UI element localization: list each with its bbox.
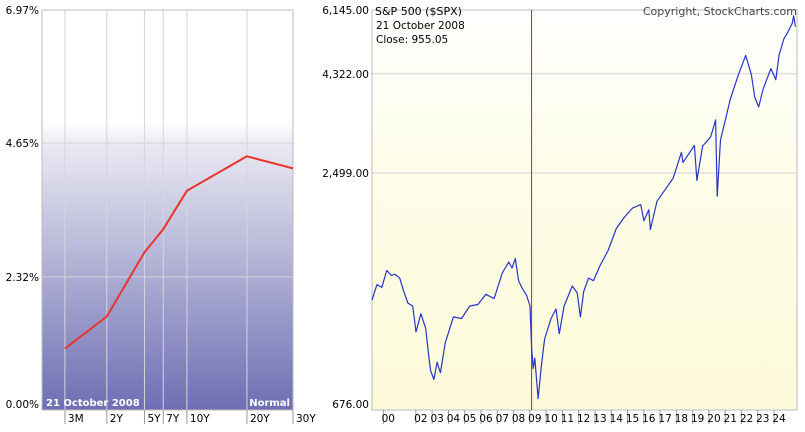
spx-x-tick-label: 15 <box>626 413 639 425</box>
spx-x-tick-label: 02 <box>414 413 427 425</box>
spx-x-tick-label: 19 <box>691 413 704 425</box>
spx-x-tick-label: 21 <box>724 413 737 425</box>
spx-x-tick-labels: 00 02 03 04 05 06 07 08 09 10 11 12 13 14 15 16 17 18 19 20… <box>382 410 786 425</box>
spx-x-tick-label: 13 <box>593 413 606 425</box>
spx-x-tick-label: 11 <box>561 413 574 425</box>
spx-x-tick-label: 00 <box>382 413 395 425</box>
yield-x-tick-label: 2Y <box>110 413 124 425</box>
spx-x-tick-label: 16 <box>642 413 656 425</box>
yield-y-tick-label: 4.65% <box>6 138 39 150</box>
yield-y-tick-label: 2.32% <box>6 272 39 284</box>
spx-x-tick-label: 22 <box>740 413 753 425</box>
spx-x-tick-label: 06 <box>479 413 493 425</box>
yield-curve-line <box>64 155 294 350</box>
spx-x-tick-label: 14 <box>610 413 624 425</box>
yield-frame <box>41 9 294 411</box>
spx-x-tick-label: 12 <box>577 413 590 425</box>
yield-x-tick-labels: 3M 2Y 5Y 7Y 10Y 20Y 30Y <box>64 410 316 425</box>
yield-y-tick-labels: 0.00% 2.32% 4.65% 6.97% <box>6 5 39 411</box>
spx-x-tick-label: 07 <box>496 413 509 425</box>
yield-curve-chart: 0.00% 2.32% 4.65% 6.97% 3M 2Y 5Y 7Y 10Y 20Y 30Y 2… <box>6 5 317 425</box>
spx-price-line <box>371 15 796 400</box>
spx-x-tick-label: 10 <box>544 413 557 425</box>
yield-plot-gradient <box>42 122 293 410</box>
yield-x-tick-label: 30Y <box>296 413 316 425</box>
spx-x-tick-label: 03 <box>430 413 443 425</box>
spx-close-label: Close: 955.05 <box>376 34 448 46</box>
yield-date-label: 21 October 2008 <box>46 398 140 409</box>
spx-chart: 676.002,499.004,322.006,145.00 00 02 03 04 0… <box>322 5 798 425</box>
spx-x-tick-label: 05 <box>463 413 476 425</box>
yield-x-tick-label: 7Y <box>166 413 180 425</box>
spx-y-tick-labels: 676.00 2,499.00 4,322.00 6,145.00 <box>322 5 369 411</box>
yield-y-tick-label: 6.97% <box>6 5 39 17</box>
yield-x-tick-label: 20Y <box>250 413 270 425</box>
spx-date-label: 21 October 2008 <box>376 20 465 32</box>
spx-plot-background <box>372 10 797 410</box>
spx-frame <box>371 9 798 411</box>
yield-x-tick-label: 10Y <box>190 413 210 425</box>
yield-y-tick-label: 0.00% <box>6 399 39 411</box>
spx-x-tick-label: 24 <box>772 413 786 425</box>
spx-x-tick-label: 09 <box>528 413 541 425</box>
spx-x-tick-label: 20 <box>707 413 720 425</box>
spx-x-tick-label: 23 <box>756 413 769 425</box>
yield-x-tick-label: 3M <box>68 413 84 425</box>
yield-shape-label: Normal <box>249 398 290 409</box>
spx-x-tick-label: 04 <box>447 413 461 425</box>
spx-copyright: Copyright, StockCharts.com <box>643 5 797 18</box>
spx-y-tick-label: 4,322.00 <box>322 69 369 81</box>
spx-title: S&P 500 ($SPX) <box>375 5 462 18</box>
yield-x-tick-label: 5Y <box>147 413 161 425</box>
spx-x-tick-label: 18 <box>675 413 688 425</box>
spx-x-tick-label: 08 <box>512 413 525 425</box>
spx-y-tick-label: 2,499.00 <box>322 168 369 180</box>
spx-x-tick-label: 17 <box>658 413 671 425</box>
spx-y-tick-label: 676.00 <box>332 399 369 411</box>
spx-y-tick-label: 6,145.00 <box>322 5 369 17</box>
